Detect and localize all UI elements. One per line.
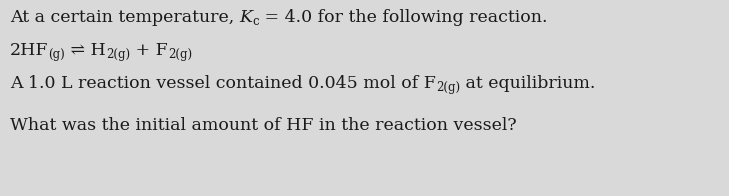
Text: A 1.0 L reaction vessel contained 0.045 mol of F: A 1.0 L reaction vessel contained 0.045 … bbox=[10, 75, 436, 92]
Text: At a certain temperature,: At a certain temperature, bbox=[10, 9, 240, 26]
Text: = 4.0 for the following reaction.: = 4.0 for the following reaction. bbox=[260, 9, 548, 26]
Text: c: c bbox=[253, 15, 260, 28]
Text: What was the initial amount of HF in the reaction vessel?: What was the initial amount of HF in the… bbox=[10, 117, 517, 134]
Text: K: K bbox=[240, 9, 253, 26]
Text: 2(g): 2(g) bbox=[168, 48, 192, 61]
Text: 2HF: 2HF bbox=[10, 42, 49, 59]
Text: at equilibrium.: at equilibrium. bbox=[460, 75, 596, 92]
Text: 2(g): 2(g) bbox=[436, 81, 460, 94]
Text: + F: + F bbox=[130, 42, 168, 59]
Text: (g): (g) bbox=[49, 48, 66, 61]
Text: ⇌ H: ⇌ H bbox=[66, 42, 106, 59]
Text: 2(g): 2(g) bbox=[106, 48, 130, 61]
